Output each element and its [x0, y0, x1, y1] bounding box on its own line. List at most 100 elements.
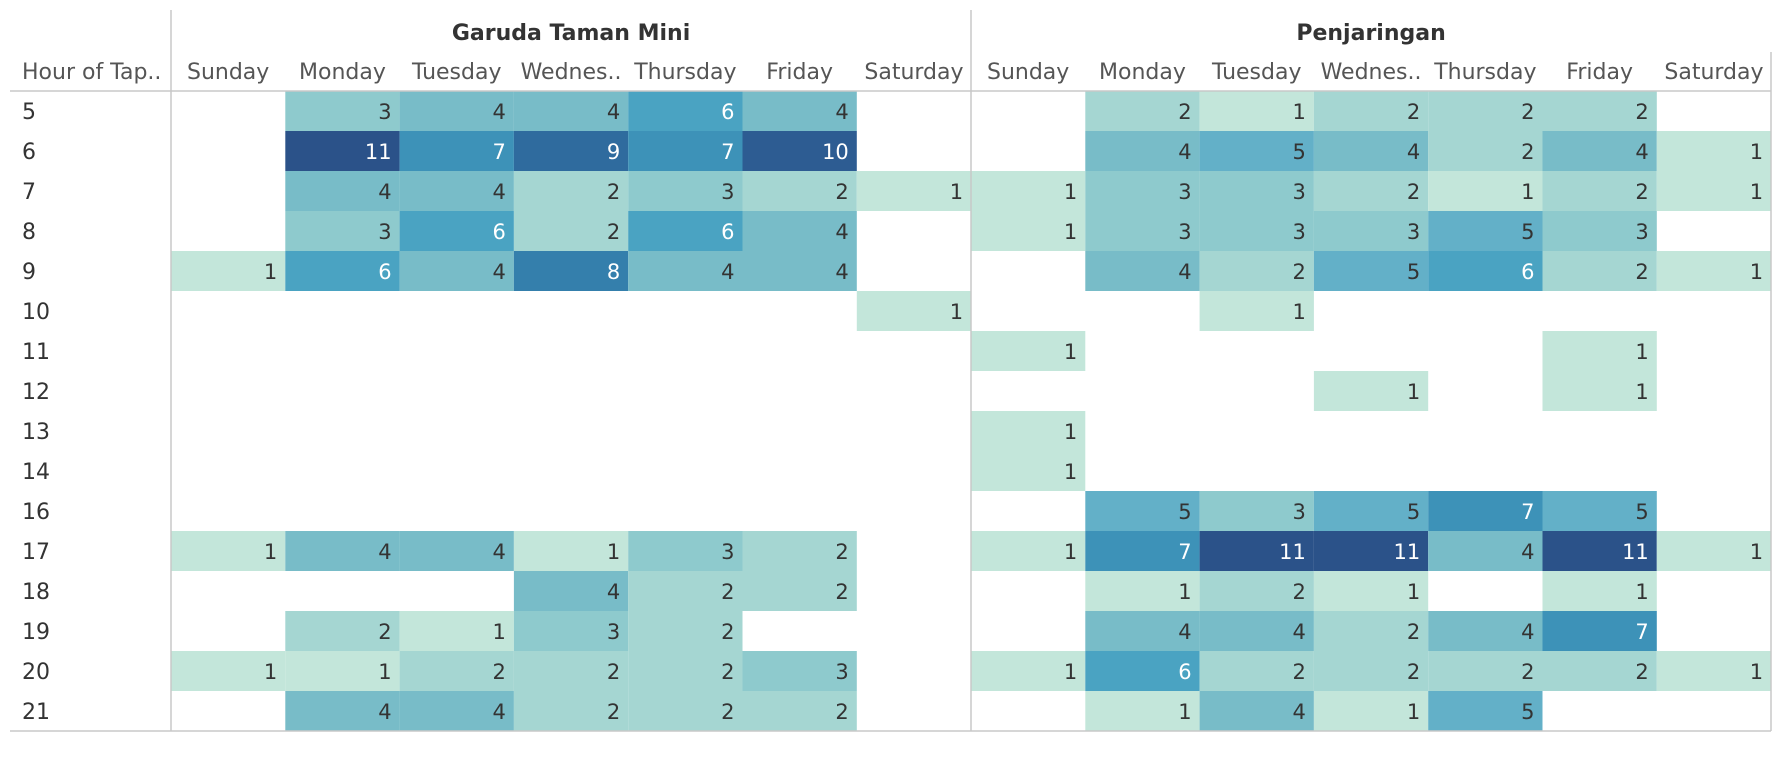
- cell-value: 2: [1407, 620, 1420, 644]
- heatmap-cell: [285, 691, 400, 731]
- heatmap-cell: [285, 251, 400, 291]
- cell-value: 4: [493, 700, 506, 724]
- row-label: 19: [22, 620, 50, 645]
- row-label: 9: [22, 260, 36, 285]
- cell-value: 3: [607, 620, 620, 644]
- cell-value: 2: [721, 700, 734, 724]
- heatmap-cell: [1542, 531, 1657, 571]
- heatmap-cell: [399, 651, 514, 691]
- heatmap-cell: [1428, 651, 1543, 691]
- heatmap-cell: [513, 211, 629, 251]
- cell-value: 5: [1521, 220, 1534, 244]
- heatmap-cell: [1085, 251, 1200, 291]
- heatmap-cell: [1656, 251, 1772, 291]
- cell-value: 9: [607, 140, 620, 164]
- cell-value: 5: [1293, 140, 1306, 164]
- heatmap-cell: [1313, 211, 1429, 251]
- heatmap-cell: [1542, 651, 1657, 691]
- heatmap-cell: [1199, 691, 1314, 731]
- cell-value: 2: [1521, 100, 1534, 124]
- heatmap-cell: [628, 171, 743, 211]
- cell-value: 1: [1064, 180, 1077, 204]
- cell-value: 1: [1635, 380, 1648, 404]
- heatmap-cell: [399, 131, 514, 171]
- cell-value: 1: [1178, 700, 1191, 724]
- cell-value: 4: [835, 100, 848, 124]
- cell-value: 2: [607, 220, 620, 244]
- heatmap-cell: [513, 571, 629, 611]
- cell-value: 1: [1293, 300, 1306, 324]
- row-label: 12: [22, 380, 50, 405]
- row-label: 21: [22, 700, 50, 725]
- heatmap-cell: [285, 91, 400, 131]
- row-label: 5: [22, 100, 36, 125]
- heatmap-cell: [971, 411, 1086, 451]
- heatmap-cell: [513, 651, 629, 691]
- column-header: Sunday: [187, 60, 269, 85]
- cell-value: 5: [1521, 700, 1534, 724]
- heatmap-cell: [1428, 491, 1543, 531]
- cell-value: 1: [1407, 380, 1420, 404]
- cell-value: 3: [1293, 500, 1306, 524]
- row-label: 7: [22, 180, 36, 205]
- cell-value: 11: [1622, 540, 1649, 564]
- cell-value: 2: [835, 580, 848, 604]
- cell-value: 4: [493, 180, 506, 204]
- heatmap-cell: [1656, 171, 1772, 211]
- cell-value: 4: [1521, 540, 1534, 564]
- heatmap-cell: [513, 131, 629, 171]
- heatmap-cell: [285, 651, 400, 691]
- heatmap-cell: [1085, 571, 1200, 611]
- cell-value: 11: [1393, 540, 1420, 564]
- heatmap-cell: [399, 171, 514, 211]
- heatmap-cell: [1313, 691, 1429, 731]
- cell-value: 1: [264, 660, 277, 684]
- heatmap-cell: [285, 131, 400, 171]
- heatmap-cell: [1542, 491, 1657, 531]
- heatmap-cell: [1199, 531, 1314, 571]
- heatmap-cell: [1085, 691, 1200, 731]
- cell-value: 1: [1635, 340, 1648, 364]
- heatmap-cell: [285, 531, 400, 571]
- cell-value: 2: [1521, 660, 1534, 684]
- cell-value: 7: [721, 140, 734, 164]
- heatmap-cell: [971, 531, 1086, 571]
- cell-value: 4: [1293, 700, 1306, 724]
- column-header: Saturday: [1664, 60, 1763, 85]
- row-label: 6: [22, 140, 36, 165]
- heatmap-cell: [1656, 131, 1772, 171]
- cell-value: 4: [721, 260, 734, 284]
- heatmap-cell: [628, 571, 743, 611]
- cell-value: 4: [1178, 140, 1191, 164]
- heatmap-cell: [1313, 171, 1429, 211]
- heatmap-cell: [1085, 131, 1200, 171]
- cell-value: 8: [607, 260, 620, 284]
- cell-value: 6: [721, 100, 734, 124]
- heatmap-cell: [1199, 491, 1314, 531]
- heatmap-cell: [1085, 491, 1200, 531]
- panel-title: Garuda Taman Mini: [452, 21, 690, 46]
- heatmap-cell: [856, 291, 972, 331]
- heatmap-cell: [1313, 611, 1429, 651]
- heatmap-cell: [742, 531, 857, 571]
- cell-value: 6: [721, 220, 734, 244]
- heatmap-cell: [1656, 651, 1772, 691]
- heatmap-cell: [971, 211, 1086, 251]
- heatmap-cell: [1542, 91, 1657, 131]
- cell-value: 2: [1407, 660, 1420, 684]
- heatmap-cell: [628, 651, 743, 691]
- cell-value: 7: [493, 140, 506, 164]
- heatmap-cell: [1542, 171, 1657, 211]
- heatmap-cell: [1199, 651, 1314, 691]
- cell-value: 2: [721, 660, 734, 684]
- heatmap-cell: [399, 691, 514, 731]
- heatmap-cell: [1199, 131, 1314, 171]
- cell-value: 2: [607, 700, 620, 724]
- cell-value: 1: [1750, 660, 1763, 684]
- column-header: Wednes..: [1321, 60, 1422, 85]
- cell-value: 1: [1407, 700, 1420, 724]
- heatmap-cell: [742, 571, 857, 611]
- column-header: Tuesday: [1211, 60, 1302, 85]
- heatmap-cell: [285, 171, 400, 211]
- heatmap-cell: [856, 171, 972, 211]
